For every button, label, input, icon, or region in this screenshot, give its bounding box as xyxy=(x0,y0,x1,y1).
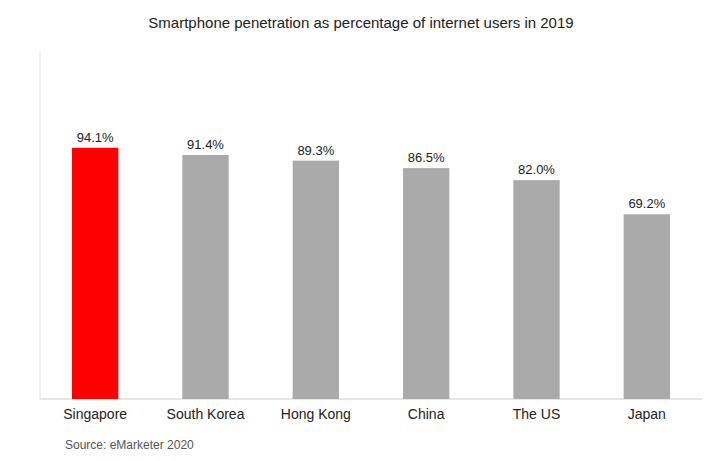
data-label: 91.4% xyxy=(187,137,224,152)
data-label: 94.1% xyxy=(77,130,114,145)
x-tick-label: China xyxy=(408,406,445,422)
bar xyxy=(513,180,559,399)
data-label: 86.5% xyxy=(408,150,445,165)
bar xyxy=(182,155,228,399)
background xyxy=(0,0,722,461)
chart-container: Smartphone penetration as percentage of … xyxy=(0,0,722,461)
bar xyxy=(72,148,118,399)
baseline xyxy=(40,399,702,400)
x-tick-label: Singapore xyxy=(63,406,127,422)
bar xyxy=(624,214,670,399)
bar xyxy=(293,161,339,399)
bars xyxy=(72,148,670,399)
data-label: 69.2% xyxy=(628,196,665,211)
title: Smartphone penetration as percentage of … xyxy=(148,14,573,31)
x-tick-label: Japan xyxy=(628,406,666,422)
source-annotation: Source: eMarketer 2020 xyxy=(65,438,194,452)
x-tick-label: South Korea xyxy=(167,406,245,422)
data-label: 82.0% xyxy=(518,162,555,177)
y-axis-line xyxy=(40,52,41,399)
chart: Smartphone penetration as percentage of … xyxy=(0,0,722,461)
x-tick-label: Hong Kong xyxy=(281,406,351,422)
bar xyxy=(403,168,449,399)
data-label: 89.3% xyxy=(297,143,334,158)
x-tick-label: The US xyxy=(513,406,560,422)
